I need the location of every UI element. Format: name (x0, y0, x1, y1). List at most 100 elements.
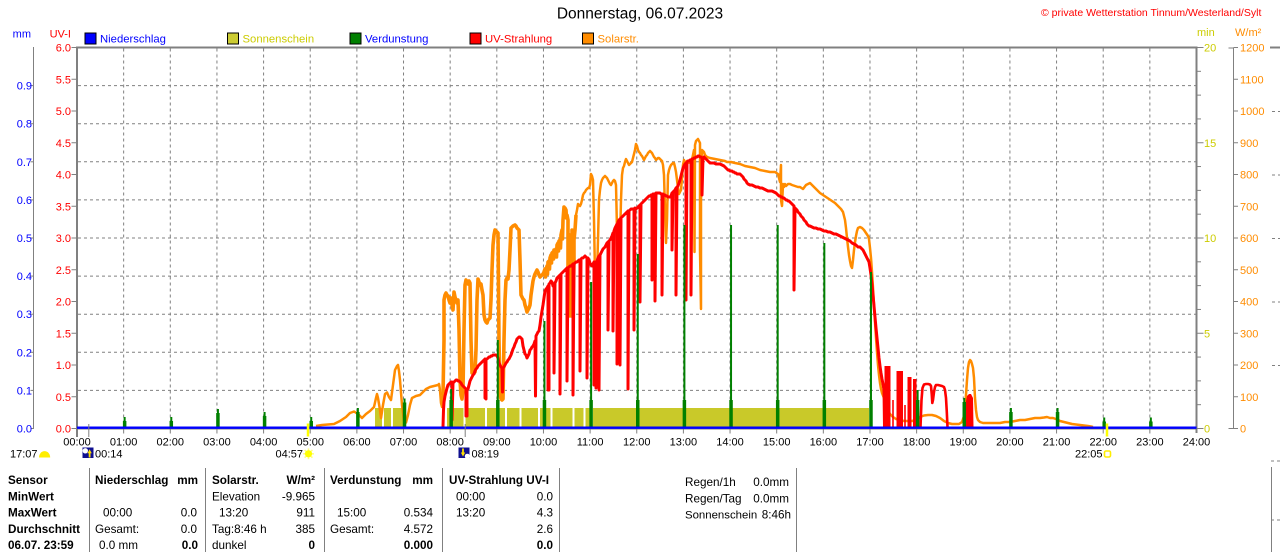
svg-text:21:00: 21:00 (1043, 437, 1071, 449)
svg-text:0.0: 0.0 (537, 490, 554, 503)
svg-text:08:19: 08:19 (472, 449, 500, 461)
svg-text:17:00: 17:00 (856, 437, 884, 449)
svg-text:Elevation: Elevation (212, 490, 260, 503)
svg-text:Solarstr.: Solarstr. (598, 33, 639, 45)
svg-text:0.000: 0.000 (404, 539, 434, 552)
svg-text:03:00: 03:00 (203, 437, 231, 449)
svg-text:5: 5 (1204, 328, 1210, 340)
svg-text:15: 15 (1204, 138, 1216, 150)
svg-text:16:00: 16:00 (810, 437, 838, 449)
svg-text:0.0: 0.0 (17, 424, 32, 436)
svg-text:0.9: 0.9 (17, 81, 32, 93)
svg-text:2.0: 2.0 (56, 297, 71, 309)
svg-text:Verdunstung: Verdunstung (365, 33, 428, 45)
svg-text:© private Wetterstation Tinnum: © private Wetterstation Tinnum/Westerlan… (1041, 7, 1261, 19)
svg-text:0.7: 0.7 (17, 157, 32, 169)
svg-text:0: 0 (1204, 424, 1210, 436)
svg-text:5.0: 5.0 (56, 106, 71, 118)
svg-text:11:00: 11:00 (577, 437, 604, 449)
svg-text:06.07. 23:59: 06.07. 23:59 (8, 539, 74, 552)
svg-text:22:00: 22:00 (1089, 437, 1117, 449)
svg-text:09:00: 09:00 (483, 437, 511, 449)
svg-text:0.3: 0.3 (17, 309, 32, 321)
svg-text:Niederschlag: Niederschlag (100, 33, 166, 45)
svg-text:300: 300 (1240, 328, 1258, 340)
svg-text:18:00: 18:00 (903, 437, 931, 449)
svg-text:13:20: 13:20 (219, 507, 249, 520)
svg-text:100: 100 (1240, 392, 1258, 404)
svg-text:dunkel: dunkel (212, 539, 246, 552)
svg-text:3.5: 3.5 (56, 201, 71, 213)
svg-text:06:00: 06:00 (343, 437, 371, 449)
svg-text:UV-Strahlung: UV-Strahlung (485, 33, 552, 45)
svg-text:0: 0 (1240, 424, 1246, 436)
svg-text:0.4: 0.4 (17, 271, 32, 283)
svg-text:400: 400 (1240, 297, 1258, 309)
svg-text:04:57: 04:57 (275, 449, 303, 461)
svg-text:0.534: 0.534 (404, 507, 434, 520)
svg-text:5.5: 5.5 (56, 74, 71, 86)
svg-text:Sonnenschein: Sonnenschein (685, 510, 757, 522)
svg-text:0.0: 0.0 (181, 523, 198, 536)
svg-text:200: 200 (1240, 360, 1258, 372)
svg-text:24:00: 24:00 (1183, 437, 1211, 449)
svg-text:0.0: 0.0 (181, 507, 198, 520)
svg-text:0: 0 (308, 539, 315, 552)
svg-text:Solarstr.: Solarstr. (212, 474, 259, 487)
svg-text:mm: mm (412, 474, 433, 487)
svg-text:-9.965: -9.965 (282, 490, 316, 503)
svg-text:W/m²: W/m² (1235, 27, 1262, 39)
svg-text:00:14: 00:14 (95, 449, 123, 461)
svg-text:10: 10 (1204, 233, 1216, 245)
svg-text:MaxWert: MaxWert (8, 507, 57, 520)
svg-text:700: 700 (1240, 201, 1258, 213)
svg-text:19:00: 19:00 (950, 437, 978, 449)
svg-text:00:00: 00:00 (63, 437, 91, 449)
svg-text:Regen/1h: Regen/1h (685, 476, 736, 489)
svg-text:07:00: 07:00 (390, 437, 418, 449)
svg-text:W/m²: W/m² (286, 474, 315, 487)
svg-text:4.5: 4.5 (56, 138, 71, 150)
svg-text:15:00: 15:00 (337, 507, 367, 520)
svg-text:Donnerstag, 06.07.2023: Donnerstag, 06.07.2023 (557, 6, 723, 23)
svg-text:3.0: 3.0 (56, 233, 71, 245)
svg-text:4.0: 4.0 (56, 170, 71, 182)
svg-text:20: 20 (1204, 43, 1216, 55)
svg-text:4.572: 4.572 (404, 523, 433, 536)
svg-text:14:00: 14:00 (716, 437, 744, 449)
svg-text:17:07: 17:07 (10, 449, 38, 461)
svg-text:13:20: 13:20 (456, 507, 486, 520)
svg-text:mm: mm (13, 29, 31, 41)
svg-text:900: 900 (1240, 138, 1258, 150)
svg-text:2.6: 2.6 (537, 523, 553, 536)
svg-text:15:00: 15:00 (763, 437, 791, 449)
svg-text:10:00: 10:00 (530, 437, 558, 449)
svg-text:Durchschnitt: Durchschnitt (8, 523, 80, 536)
svg-text:1000: 1000 (1240, 106, 1264, 118)
svg-text:0.0mm: 0.0mm (753, 492, 789, 505)
svg-text:00:00: 00:00 (103, 507, 133, 520)
svg-text:Tag:8:46 h: Tag:8:46 h (212, 523, 267, 536)
svg-text:Verdunstung: Verdunstung (330, 474, 401, 487)
svg-text:Regen/Tag: Regen/Tag (685, 492, 742, 505)
svg-text:0.0: 0.0 (537, 539, 554, 552)
svg-text:UV-I: UV-I (50, 29, 71, 41)
svg-text:20:00: 20:00 (996, 437, 1024, 449)
svg-text:500: 500 (1240, 265, 1258, 277)
svg-text:0.1: 0.1 (17, 385, 32, 397)
svg-text:13:00: 13:00 (670, 437, 698, 449)
svg-text:0.8: 0.8 (17, 119, 32, 131)
svg-text:0.2: 0.2 (17, 347, 32, 359)
svg-text:385: 385 (295, 523, 315, 536)
svg-text:1.0: 1.0 (56, 360, 71, 372)
svg-text:MinWert: MinWert (8, 490, 54, 503)
svg-text:2.5: 2.5 (56, 265, 71, 277)
svg-text:0.5: 0.5 (56, 392, 71, 404)
svg-text:02:00: 02:00 (157, 437, 185, 449)
svg-text:12:00: 12:00 (623, 437, 651, 449)
svg-text:600: 600 (1240, 233, 1258, 245)
svg-text:1200: 1200 (1240, 43, 1264, 55)
svg-text:911: 911 (296, 507, 315, 520)
svg-text:Sonnenschein: Sonnenschein (243, 33, 315, 45)
svg-text:Gesamt:: Gesamt: (330, 523, 374, 536)
